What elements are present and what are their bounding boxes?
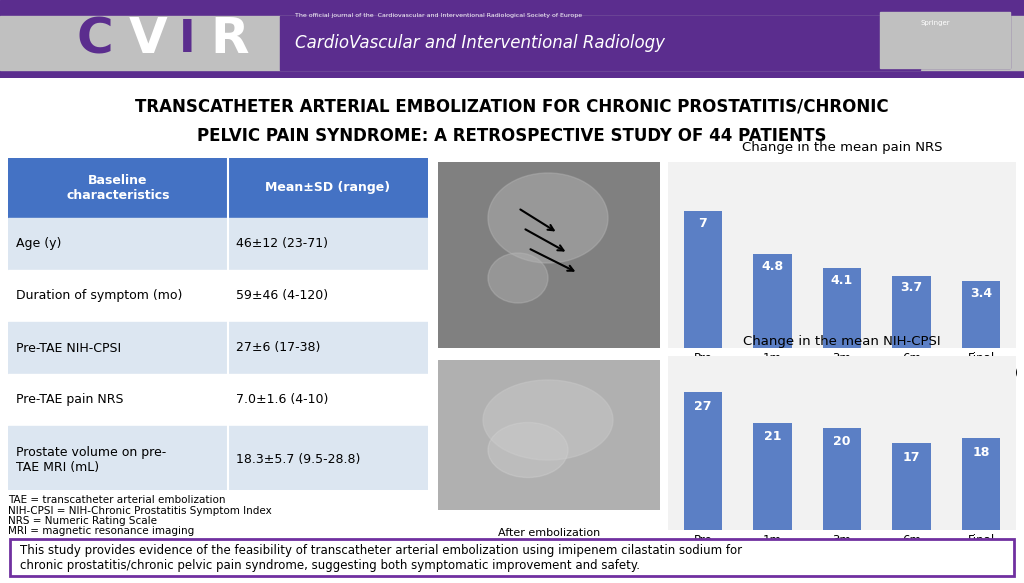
Text: 7: 7 <box>698 217 708 230</box>
Text: Springer: Springer <box>921 20 950 26</box>
Text: 18: 18 <box>973 445 990 459</box>
Text: R: R <box>211 15 249 63</box>
Text: 7.0±1.6 (4-10): 7.0±1.6 (4-10) <box>236 394 329 406</box>
Text: Prostate volume on pre-
TAE MRI (mL): Prostate volume on pre- TAE MRI (mL) <box>16 446 166 474</box>
Bar <box>280 16 920 70</box>
Bar <box>8 374 428 426</box>
Bar <box>8 270 428 322</box>
Text: 4.1: 4.1 <box>830 273 853 287</box>
Text: 27±6 (17-38): 27±6 (17-38) <box>236 342 321 354</box>
Bar <box>8 158 428 218</box>
Bar <box>823 428 861 530</box>
Text: 18.3±5.7 (9.5-28.8): 18.3±5.7 (9.5-28.8) <box>236 454 360 466</box>
Title: Change in the mean NIH-CPSI: Change in the mean NIH-CPSI <box>743 335 941 348</box>
Bar <box>8 218 428 270</box>
Text: This study provides evidence of the feasibility of transcatheter arterial emboli: This study provides evidence of the feas… <box>20 544 742 572</box>
Text: The official journal of the  Cardiovascular and Interventional Radiological Soci: The official journal of the Cardiovascul… <box>295 13 582 19</box>
Ellipse shape <box>488 423 568 477</box>
Text: 3.7: 3.7 <box>900 282 923 294</box>
Bar <box>684 211 722 348</box>
Text: 3.4: 3.4 <box>970 287 992 300</box>
Text: PELVIC PAIN SYNDROME: A RETROSPECTIVE STUDY OF 44 PATIENTS: PELVIC PAIN SYNDROME: A RETROSPECTIVE ST… <box>198 127 826 145</box>
Text: Pre-TAE pain NRS: Pre-TAE pain NRS <box>16 394 124 406</box>
Text: Duration of symptom (mo): Duration of symptom (mo) <box>16 290 182 303</box>
Text: 21: 21 <box>764 430 781 443</box>
Ellipse shape <box>488 173 608 263</box>
Text: 17: 17 <box>903 451 921 463</box>
Bar <box>880 12 1010 68</box>
Bar <box>892 276 931 348</box>
Text: C: C <box>893 29 913 57</box>
Bar <box>8 322 428 374</box>
Text: ØRSE: ØRSE <box>940 33 1008 53</box>
Text: TRANSCATHETER ARTERIAL EMBOLIZATION FOR CHRONIC PROSTATITIS/CHRONIC: TRANSCATHETER ARTERIAL EMBOLIZATION FOR … <box>135 97 889 115</box>
Bar <box>0 16 1024 70</box>
Bar <box>962 438 1000 530</box>
Text: NIH-CPSI = NIH-Chronic Prostatitis Symptom Index: NIH-CPSI = NIH-Chronic Prostatitis Sympt… <box>8 505 271 515</box>
Text: After embolization
using Imipenem cilastatin: After embolization using Imipenem cilast… <box>477 528 622 550</box>
Bar <box>892 443 931 530</box>
Text: TAE = transcatheter arterial embolization: TAE = transcatheter arterial embolizatio… <box>8 495 225 505</box>
Text: CardioVascular and Interventional Radiology: CardioVascular and Interventional Radiol… <box>295 34 665 52</box>
Text: 4.8: 4.8 <box>762 260 783 273</box>
Text: Before embolization: Before embolization <box>494 360 605 370</box>
Text: Age (y): Age (y) <box>16 237 61 251</box>
Text: 59±46 (4-120): 59±46 (4-120) <box>236 290 328 303</box>
Bar <box>684 392 722 530</box>
Bar <box>754 254 792 348</box>
Bar <box>754 423 792 530</box>
Text: Pre-TAE NIH-CPSI: Pre-TAE NIH-CPSI <box>16 342 121 354</box>
Text: 20: 20 <box>834 436 851 448</box>
Bar <box>8 426 428 494</box>
Bar <box>823 268 861 348</box>
Text: I: I <box>178 17 196 61</box>
FancyBboxPatch shape <box>10 539 1014 576</box>
Ellipse shape <box>488 253 548 303</box>
Text: 27: 27 <box>694 399 712 413</box>
Text: Baseline
characteristics: Baseline characteristics <box>67 174 170 202</box>
Bar <box>880 12 1010 68</box>
Text: C: C <box>77 15 114 63</box>
Title: Change in the mean pain NRS: Change in the mean pain NRS <box>741 141 942 154</box>
Text: 46±12 (23-71): 46±12 (23-71) <box>236 237 328 251</box>
Text: V: V <box>129 15 167 63</box>
Ellipse shape <box>483 380 613 460</box>
Text: NRS = Numeric Rating Scale: NRS = Numeric Rating Scale <box>8 516 157 526</box>
Text: MRI = magnetic resonance imaging: MRI = magnetic resonance imaging <box>8 526 195 536</box>
Bar <box>962 282 1000 348</box>
Text: Mean±SD (range): Mean±SD (range) <box>265 181 390 195</box>
